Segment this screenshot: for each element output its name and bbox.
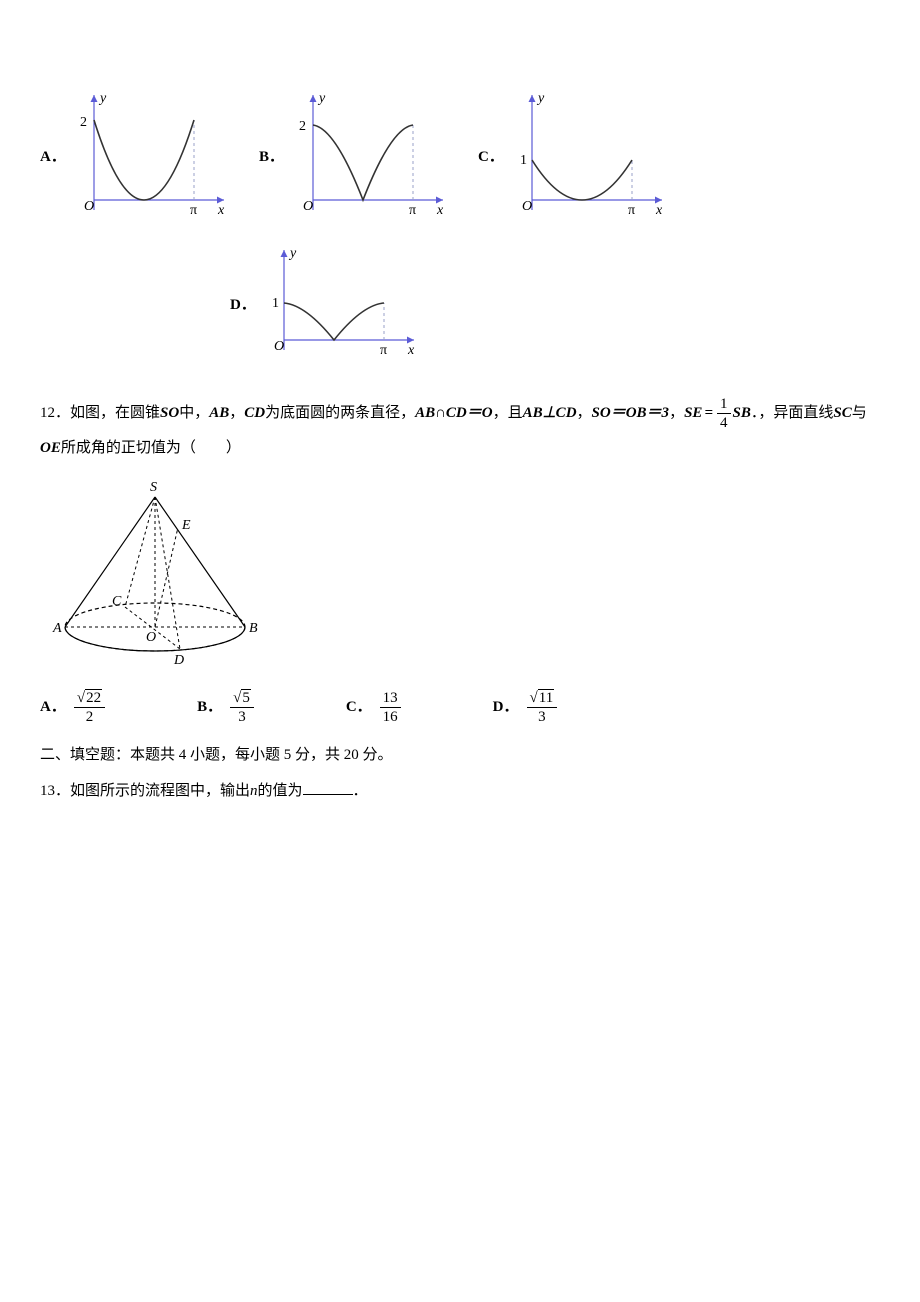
origin-label: O — [522, 199, 532, 214]
cone-svg: S E A B C D O — [50, 477, 260, 667]
label-B: B — [249, 621, 258, 636]
graph-C: O x y 1 π — [502, 90, 667, 225]
graph-D: O x y 1 π — [254, 245, 419, 365]
q12-option-C: C． 13 16 — [346, 689, 403, 726]
q11-option-B: B． O x y 2 π — [259, 90, 448, 225]
q12-text: 12．如图，在圆锥SO中，AB，CD为底面圆的两条直径，AB∩CD＝O，且AB⊥… — [40, 395, 880, 465]
q11-option-D: D． O x y 1 π — [230, 245, 419, 365]
x-axis-label: x — [655, 203, 663, 218]
pi-label: π — [190, 203, 197, 218]
y-axis-label: y — [288, 246, 297, 261]
q11-option-A: A． O x y 2 π — [40, 90, 229, 225]
graph-A: O x y 2 π — [64, 90, 229, 225]
q12-option-D: D． √11 3 — [493, 689, 560, 726]
origin-label: O — [84, 199, 94, 214]
q11-options-row1: A． O x y 2 π B． — [40, 90, 880, 225]
option-label: C． — [478, 144, 498, 171]
y-axis-label: y — [317, 91, 326, 106]
y-max-label: 1 — [272, 296, 279, 311]
answer-blank — [303, 780, 353, 795]
q-number: 12． — [40, 405, 70, 421]
x-axis-label: x — [407, 343, 415, 358]
x-axis-label: x — [436, 203, 444, 218]
origin-label: O — [274, 339, 284, 354]
y-max-label: 1 — [520, 153, 527, 168]
origin-label: O — [303, 199, 313, 214]
option-label: A． — [40, 144, 60, 171]
q12-option-B: B． √5 3 — [197, 689, 256, 726]
q11-options-row2: D． O x y 1 π — [40, 245, 880, 365]
option-label: D． — [230, 292, 250, 319]
option-label: B． — [259, 144, 279, 171]
label-D: D — [173, 653, 184, 667]
label-C: C — [112, 594, 122, 609]
label-E: E — [181, 518, 191, 533]
q13-text: 13．如图所示的流程图中，输出n的值为． — [40, 775, 880, 808]
x-axis-label: x — [217, 203, 225, 218]
y-axis-label: y — [536, 91, 545, 106]
q12-option-A: A． √22 2 — [40, 689, 107, 726]
graph-B: O x y 2 π — [283, 90, 448, 225]
pi-label: π — [628, 203, 635, 218]
pi-label: π — [380, 343, 387, 358]
y-max-label: 2 — [299, 119, 306, 134]
q12-cone-diagram: S E A B C D O — [50, 477, 880, 677]
q-number: 13． — [40, 783, 70, 799]
y-axis-label: y — [98, 91, 107, 106]
label-O: O — [146, 630, 156, 645]
section-2-header: 二、填空题：本题共 4 小题，每小题 5 分，共 20 分。 — [40, 742, 880, 769]
label-A: A — [52, 621, 62, 636]
q11-option-C: C． O x y 1 π — [478, 90, 667, 225]
q12-options: A． √22 2 B． √5 3 C． 13 16 D． √11 3 — [40, 689, 880, 726]
y-max-label: 2 — [80, 115, 87, 130]
pi-label: π — [409, 203, 416, 218]
label-S: S — [150, 480, 157, 495]
